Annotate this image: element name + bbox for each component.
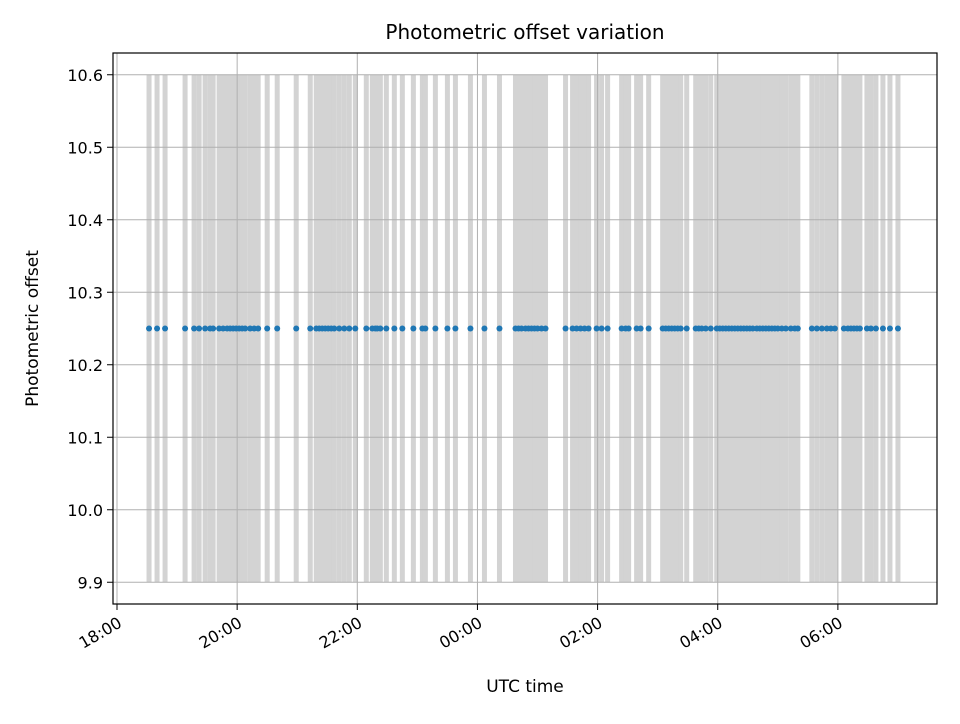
data-point <box>383 325 390 332</box>
data-point <box>410 325 417 332</box>
data-point <box>210 325 217 332</box>
data-point <box>467 325 474 332</box>
data-point <box>645 325 652 332</box>
data-point <box>856 325 863 332</box>
y-axis-label: Photometric offset <box>23 250 43 407</box>
data-point <box>542 325 549 332</box>
data-point <box>879 325 886 332</box>
data-point <box>452 325 459 332</box>
data-point <box>274 325 281 332</box>
data-point <box>242 325 249 332</box>
data-point <box>702 325 709 332</box>
data-point <box>336 325 343 332</box>
data-point <box>481 325 488 332</box>
data-point <box>146 325 153 332</box>
y-tick-label: 10.3 <box>67 283 103 302</box>
data-point <box>162 325 169 332</box>
data-point <box>598 325 605 332</box>
data-point <box>625 325 632 332</box>
data-point <box>346 325 353 332</box>
y-tick-label: 10.0 <box>67 501 103 520</box>
data-point <box>391 325 398 332</box>
data-point <box>293 325 300 332</box>
y-tick-label: 10.6 <box>67 66 103 85</box>
data-point <box>307 325 314 332</box>
data-point <box>182 325 189 332</box>
y-tick-label: 9.9 <box>78 573 103 592</box>
x-axis-label: UTC time <box>486 677 564 697</box>
y-tick-label: 10.1 <box>67 428 103 447</box>
data-point <box>894 325 901 332</box>
chart-title: Photometric offset variation <box>385 20 664 44</box>
y-tick-label: 10.4 <box>67 211 103 230</box>
data-point <box>562 325 569 332</box>
plot-border <box>112 52 938 605</box>
data-point <box>255 325 262 332</box>
data-point <box>593 325 600 332</box>
data-point <box>191 325 198 332</box>
data-point <box>264 325 271 332</box>
data-point <box>399 325 406 332</box>
y-axis-ticks: 9.9 10.0 10.1 10.2 10.3 10.4 10.5 10.6 <box>67 66 113 592</box>
y-tick-label: 10.5 <box>67 138 103 157</box>
data-point <box>872 325 879 332</box>
y-tick-label: 10.2 <box>67 356 103 375</box>
data-point <box>782 325 789 332</box>
data-point <box>196 325 203 332</box>
data-point <box>808 325 815 332</box>
data-point <box>202 325 209 332</box>
data-point <box>432 325 439 332</box>
data-point <box>637 325 644 332</box>
data-point <box>341 325 348 332</box>
data-point <box>154 325 161 332</box>
data-point <box>496 325 503 332</box>
data-point <box>604 325 611 332</box>
data-point <box>377 325 384 332</box>
data-point <box>794 325 801 332</box>
data-point <box>867 325 874 332</box>
data-point <box>331 325 338 332</box>
data-point <box>363 325 370 332</box>
data-point <box>818 325 825 332</box>
data-point <box>813 325 820 332</box>
data-point <box>585 325 592 332</box>
plot-frame <box>112 52 938 605</box>
data-point <box>831 325 838 332</box>
data-point <box>352 325 359 332</box>
data-point <box>683 325 690 332</box>
data-point <box>677 325 684 332</box>
data-point <box>422 325 429 332</box>
data-point <box>444 325 451 332</box>
data-points <box>146 325 901 332</box>
data-point <box>886 325 893 332</box>
data-point <box>707 325 714 332</box>
